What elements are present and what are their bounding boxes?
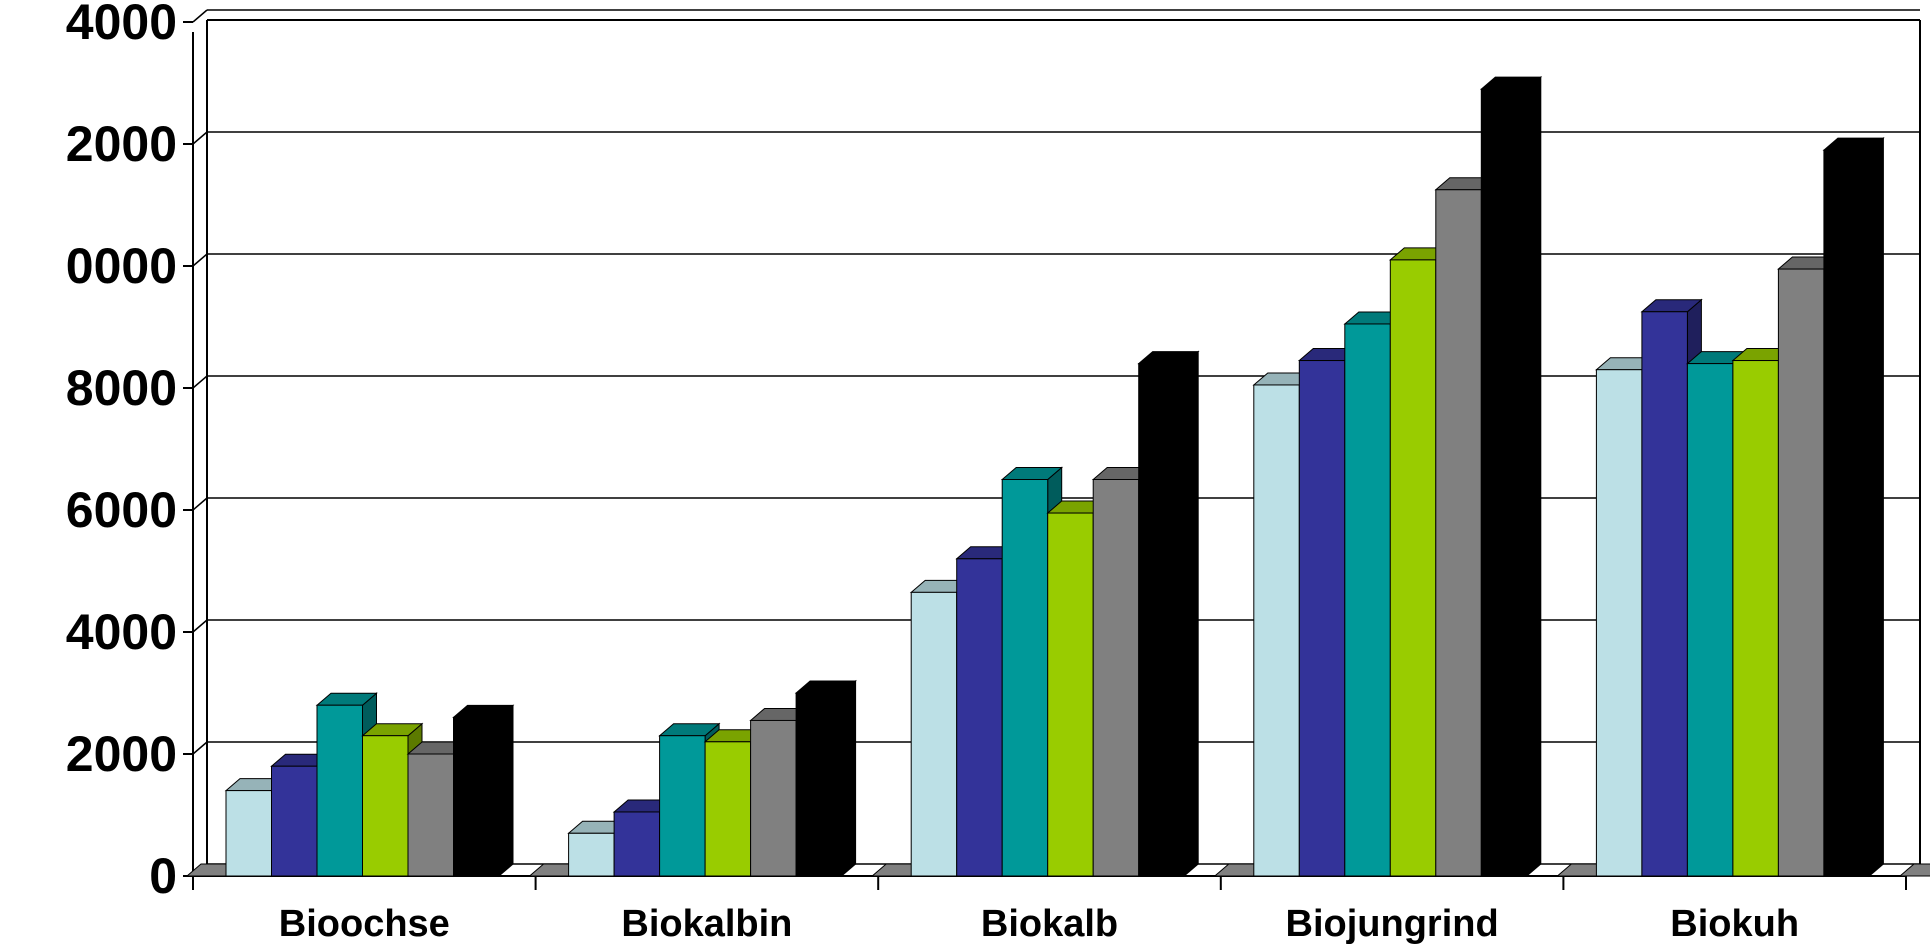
- bar: [1092, 479, 1140, 877]
- bar: [1253, 384, 1300, 877]
- y-tick-label: 6000: [66, 482, 177, 538]
- bar-side: [498, 704, 514, 878]
- bar: [910, 591, 958, 877]
- bar: [1480, 88, 1528, 877]
- grid-side: [192, 375, 208, 389]
- bar: [407, 753, 454, 877]
- bar: [1138, 363, 1185, 877]
- grid-side: [192, 619, 208, 633]
- bar: [271, 765, 318, 877]
- y-tick-label: 4000: [66, 0, 177, 50]
- bar: [1435, 189, 1482, 877]
- bar-side: [1868, 137, 1884, 878]
- bar: [316, 704, 363, 877]
- bar: [956, 558, 1003, 877]
- bar: [1641, 311, 1688, 877]
- bar-side: [841, 679, 857, 878]
- bar-side: [1183, 350, 1199, 878]
- bar: [1777, 268, 1825, 877]
- y-tick-label: 0000: [66, 238, 177, 294]
- bar: [613, 811, 661, 877]
- bar: [225, 790, 272, 877]
- y-tick-label: 4000: [66, 604, 177, 660]
- bar: [1732, 360, 1779, 877]
- bar: [453, 716, 500, 877]
- grid-side: [192, 253, 208, 267]
- grid-side: [192, 131, 208, 145]
- x-tick-label: Bioochse: [279, 903, 450, 945]
- y-tick-label: 2000: [66, 116, 177, 172]
- bar: [1686, 363, 1734, 877]
- bar: [1595, 369, 1643, 877]
- grid-side: [192, 9, 208, 23]
- bar: [1344, 323, 1391, 877]
- floor-strip: [1898, 863, 1930, 877]
- grid-side: [192, 497, 208, 511]
- x-tick-label: Biokuh: [1670, 903, 1799, 945]
- bar-side: [1526, 76, 1542, 878]
- bar: [795, 692, 843, 877]
- bar: [704, 741, 752, 877]
- y-tick-label: 0: [149, 848, 177, 904]
- bar: [362, 735, 409, 877]
- bar: [1823, 149, 1870, 877]
- grid-side: [192, 741, 208, 755]
- bar: [568, 832, 615, 877]
- x-tick-label: Biokalbin: [621, 903, 792, 945]
- bar: [1047, 512, 1094, 877]
- bar: [750, 719, 797, 877]
- bar: [1298, 360, 1346, 877]
- y-tick-label: 8000: [66, 360, 177, 416]
- bar: [1389, 259, 1437, 877]
- x-tick-label: Biojungrind: [1286, 903, 1499, 945]
- bar: [659, 735, 706, 877]
- bar: [1001, 479, 1049, 877]
- x-tick-label: Biokalb: [981, 903, 1118, 945]
- y-tick-label: 2000: [66, 726, 177, 782]
